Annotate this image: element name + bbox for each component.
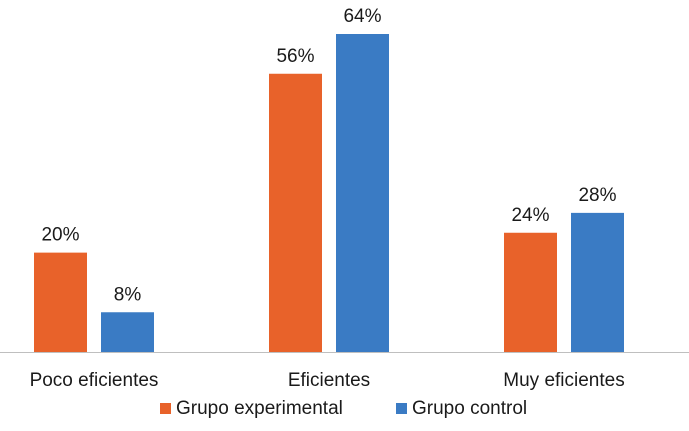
bar-series-1-category-2 bbox=[571, 212, 624, 352]
bar-series-0-category-0 bbox=[34, 252, 87, 352]
category-label-2: Muy eficientes bbox=[503, 370, 624, 391]
data-label-series-1-category-1: 64% bbox=[343, 6, 381, 27]
bar-series-0-category-2 bbox=[504, 232, 557, 352]
bar-series-0-category-1 bbox=[269, 73, 322, 352]
category-label-0: Poco eficientes bbox=[30, 370, 159, 391]
legend-label-0: Grupo experimental bbox=[176, 398, 343, 419]
legend-swatch-0 bbox=[160, 403, 171, 414]
category-labels-group: Poco eficientes Eficientes Muy eficientes bbox=[30, 370, 625, 391]
legend-label-1: Grupo control bbox=[412, 398, 527, 419]
bar-series-1-category-1 bbox=[336, 34, 389, 352]
bar-series-1-category-0 bbox=[101, 312, 154, 352]
data-label-series-0-category-0: 20% bbox=[41, 225, 79, 246]
category-label-1: Eficientes bbox=[288, 370, 370, 391]
legend: Grupo experimental Grupo control bbox=[160, 398, 527, 419]
data-label-series-0-category-2: 24% bbox=[511, 205, 549, 226]
legend-swatch-1 bbox=[396, 403, 407, 414]
data-label-series-1-category-0: 8% bbox=[114, 284, 142, 305]
bars-group bbox=[34, 34, 624, 352]
data-label-series-1-category-2: 28% bbox=[578, 185, 616, 206]
data-label-series-0-category-1: 56% bbox=[276, 46, 314, 67]
data-labels-group: 20% 8% 56% 64% 24% 28% bbox=[41, 6, 616, 305]
